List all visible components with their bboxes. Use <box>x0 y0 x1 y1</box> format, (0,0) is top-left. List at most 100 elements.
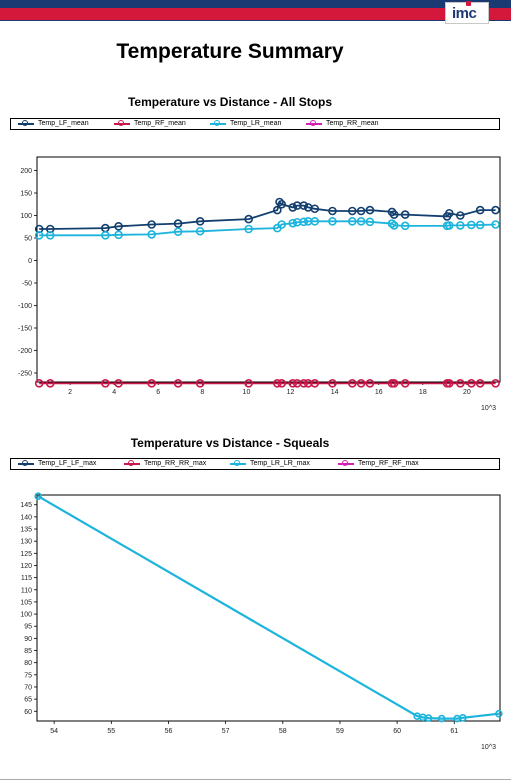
data-point <box>356 217 366 226</box>
y-tick-label: -200 <box>18 348 32 355</box>
data-point <box>328 217 337 226</box>
legend-label: Temp_RF_RF_max <box>358 460 419 467</box>
x-tick-label: 20 <box>463 389 471 396</box>
y-tick-label: 105 <box>20 599 32 606</box>
data-point <box>195 226 205 236</box>
legend-swatch-marker <box>22 460 28 466</box>
data-point <box>475 220 485 230</box>
legend-label: Temp_RR_RR_max <box>144 460 207 467</box>
legend-label: Temp_LR_mean <box>230 120 282 127</box>
chart-title-all-stops: Temperature vs Distance - All Stops <box>127 95 333 109</box>
data-point <box>275 197 284 207</box>
y-tick-label: 140 <box>20 514 32 521</box>
legend-swatch-marker <box>342 460 348 466</box>
data-point <box>356 206 366 216</box>
y-tick-label: 65 <box>24 697 32 704</box>
logo-dot <box>466 1 471 6</box>
data-point <box>277 220 287 229</box>
data-point <box>424 714 433 722</box>
legend-swatch-marker <box>310 120 316 126</box>
data-point <box>444 379 454 388</box>
legend-label: Temp_LR_LR_max <box>250 460 310 467</box>
x-tick-label: 6 <box>156 389 160 396</box>
data-point <box>491 205 500 215</box>
x-unit-label: 10^3 <box>481 744 496 751</box>
data-point <box>45 231 55 240</box>
y-tick-label: 110 <box>21 587 32 594</box>
data-point <box>277 379 287 388</box>
x-tick-label: 61 <box>450 728 458 735</box>
data-point <box>456 221 465 230</box>
data-point <box>456 211 465 220</box>
legend-label: Temp_RR_mean <box>326 120 379 127</box>
data-point <box>310 379 320 388</box>
x-tick-label: 18 <box>419 389 427 396</box>
data-point <box>101 231 110 240</box>
legend-swatch-marker <box>128 460 134 466</box>
x-tick-label: 58 <box>279 728 287 735</box>
data-point <box>299 201 309 210</box>
y-tick-label: 150 <box>20 191 32 198</box>
data-point <box>491 379 500 388</box>
data-point <box>288 379 298 388</box>
data-point <box>299 379 309 388</box>
data-point <box>173 219 183 228</box>
legend-label: Temp_LF_LF_max <box>38 460 97 467</box>
y-tick-label: 145 <box>20 502 32 509</box>
data-point <box>467 220 476 230</box>
data-point <box>347 379 357 388</box>
y-tick-label: 120 <box>20 563 32 570</box>
x-tick-label: 57 <box>222 728 230 735</box>
page-title: Temperature Summary <box>116 40 344 63</box>
data-point <box>34 492 42 501</box>
y-tick-label: 125 <box>20 551 32 558</box>
data-point <box>34 379 44 388</box>
data-point <box>491 220 500 229</box>
x-tick-label: 12 <box>287 389 295 396</box>
x-tick-label: 14 <box>331 389 339 396</box>
data-point <box>356 379 366 388</box>
data-point <box>147 230 156 239</box>
data-point <box>273 379 282 388</box>
y-tick-label: -100 <box>18 303 32 310</box>
y-tick-label: 130 <box>20 539 32 546</box>
plot-frame <box>36 156 501 383</box>
x-unit-label: 10^3 <box>481 405 496 412</box>
y-tick-label: 75 <box>24 672 32 679</box>
data-point <box>328 379 337 388</box>
data-point <box>459 714 467 722</box>
y-tick-label: 95 <box>24 624 32 631</box>
data-point <box>467 379 476 388</box>
data-point <box>195 379 205 388</box>
data-point <box>400 221 410 231</box>
data-point <box>114 222 123 231</box>
data-point <box>114 379 123 388</box>
data-point <box>147 220 156 229</box>
y-tick-label: 60 <box>24 709 32 716</box>
data-point <box>277 199 287 209</box>
data-point <box>244 214 253 224</box>
plot-frame <box>36 494 501 722</box>
y-tick-label: 80 <box>24 660 32 667</box>
data-point <box>387 219 397 228</box>
y-tick-label: 70 <box>24 684 32 691</box>
data-point <box>365 205 375 215</box>
series-line <box>39 200 496 230</box>
header-rule <box>0 20 511 21</box>
x-tick-label: 10 <box>243 389 251 396</box>
data-point <box>444 221 454 230</box>
data-point <box>114 230 123 240</box>
legend-swatch-marker <box>22 120 28 126</box>
x-tick-label: 59 <box>336 728 344 735</box>
y-tick-label: 0 <box>28 258 32 265</box>
legend-swatch-marker <box>234 460 240 466</box>
data-point <box>365 379 375 388</box>
data-point <box>495 709 503 718</box>
y-tick-label: 100 <box>20 213 32 220</box>
legend-label: Temp_LF_mean <box>38 120 89 127</box>
data-point <box>299 217 309 227</box>
imc-logo: imc <box>445 1 489 24</box>
y-tick-label: -250 <box>18 371 32 378</box>
y-tick-label: 115 <box>21 575 32 582</box>
